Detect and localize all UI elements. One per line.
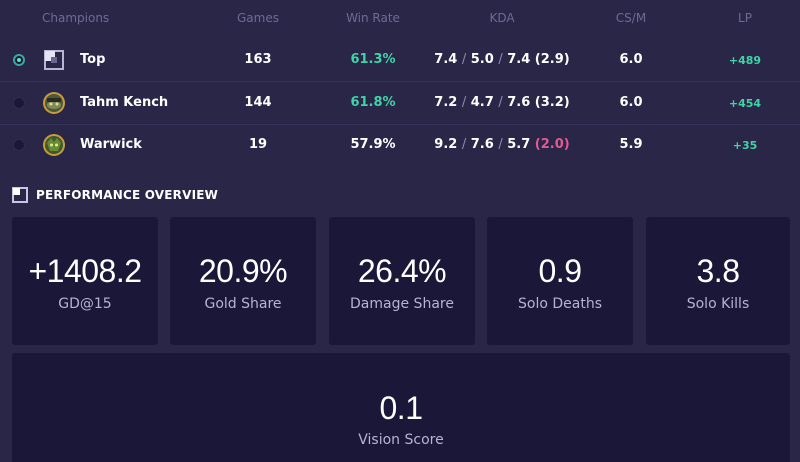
kda-ratio: (2.0) [534, 137, 570, 152]
kda-ratio: (3.2) [534, 95, 570, 110]
col-games[interactable]: Games [237, 11, 279, 25]
col-win-rate[interactable]: Win Rate [346, 11, 400, 25]
kda-separator: / [498, 95, 503, 110]
stat-card-gd15: +1408.2 GD@15 [12, 217, 158, 345]
stat-value: 0.9 [538, 253, 582, 289]
lp-value: +454 [728, 97, 762, 110]
stat-value: 26.4% [357, 253, 447, 289]
top-lane-icon [42, 48, 66, 72]
csm-value: 6.0 [619, 52, 643, 67]
win-rate-value: 57.9% [350, 137, 396, 152]
win-rate-value: 61.3% [350, 52, 396, 67]
stat-value: +1408.2 [28, 253, 142, 289]
csm-value: 6.0 [619, 95, 643, 110]
kda-ratio: (2.9) [534, 52, 570, 67]
kda-separator: / [498, 52, 503, 67]
csm-value: 5.9 [619, 137, 643, 152]
stat-value: 3.8 [696, 253, 740, 289]
champion-name: Tahm Kench [80, 95, 169, 110]
col-lp[interactable]: LP [738, 11, 752, 25]
stat-card-solo-deaths: 0.9 Solo Deaths [487, 217, 633, 345]
games-value: 144 [244, 95, 272, 110]
kda-separator: / [461, 137, 467, 152]
col-csm[interactable]: CS/M [615, 11, 647, 25]
champion-name: Warwick [80, 137, 142, 152]
stat-label: Vision Score [358, 432, 444, 448]
row-select-radio[interactable] [13, 97, 25, 109]
stat-card-vision-score: 0.1 Vision Score [12, 353, 790, 462]
kda-separator: / [461, 95, 467, 110]
kda-deaths: 5.0 [470, 52, 494, 67]
tahm-kench-icon [42, 91, 66, 115]
table-header: Champions Games Win Rate KDA CS/M LP [0, 0, 800, 36]
win-rate-value: 61.8% [350, 95, 396, 110]
table-row[interactable]: Tahm Kench 144 61.8% 7.2 / 4.7 / 7.6 (3.… [0, 82, 800, 124]
lp-value: +35 [732, 139, 758, 152]
col-champions[interactable]: Champions [42, 11, 110, 25]
kda-kills: 7.2 [434, 95, 458, 110]
games-value: 163 [244, 52, 272, 67]
champion-name: Top [80, 52, 106, 67]
kda-value: 7.2 / 4.7 / 7.6 (3.2) [434, 95, 569, 110]
stat-label: GD@15 [58, 296, 112, 312]
kda-separator: / [498, 137, 503, 152]
stat-value: 0.1 [379, 390, 423, 426]
stat-card-solo-kills: 3.8 Solo Kills [646, 217, 790, 345]
col-kda[interactable]: KDA [489, 11, 515, 25]
stat-card-damage-share: 26.4% Damage Share [329, 217, 475, 345]
champion-table: Champions Games Win Rate KDA CS/M LP Top… [0, 0, 800, 178]
kda-deaths: 4.7 [470, 95, 494, 110]
kda-value: 9.2 / 7.6 / 5.7 (2.0) [434, 137, 569, 152]
row-divider [0, 124, 800, 125]
stat-label: Gold Share [204, 296, 282, 312]
stat-card-gold-share: 20.9% Gold Share [170, 217, 316, 345]
row-select-radio[interactable] [13, 139, 25, 151]
kda-assists: 7.6 [507, 95, 531, 110]
games-value: 19 [248, 137, 268, 152]
kda-separator: / [461, 52, 467, 67]
section-title-text: PERFORMANCE OVERVIEW [36, 188, 219, 202]
performance-icon [12, 187, 28, 203]
stat-label: Damage Share [350, 296, 454, 312]
stat-label: Solo Kills [686, 296, 750, 312]
kda-kills: 7.4 [434, 52, 458, 67]
row-divider [0, 81, 800, 82]
stat-value: 20.9% [198, 253, 288, 289]
warwick-icon [42, 133, 66, 157]
lp-value: +489 [728, 54, 762, 67]
table-row[interactable]: Top 163 61.3% 7.4 / 5.0 / 7.4 (2.9) 6.0 … [0, 39, 800, 81]
kda-assists: 7.4 [507, 52, 531, 67]
kda-value: 7.4 / 5.0 / 7.4 (2.9) [434, 52, 569, 67]
row-select-radio[interactable] [13, 54, 25, 66]
kda-kills: 9.2 [434, 137, 458, 152]
stat-label: Solo Deaths [518, 296, 602, 312]
kda-assists: 5.7 [507, 137, 531, 152]
table-row[interactable]: Warwick 19 57.9% 9.2 / 7.6 / 5.7 (2.0) 5… [0, 124, 800, 166]
kda-deaths: 7.6 [470, 137, 494, 152]
performance-overview-title: PERFORMANCE OVERVIEW [12, 186, 218, 204]
